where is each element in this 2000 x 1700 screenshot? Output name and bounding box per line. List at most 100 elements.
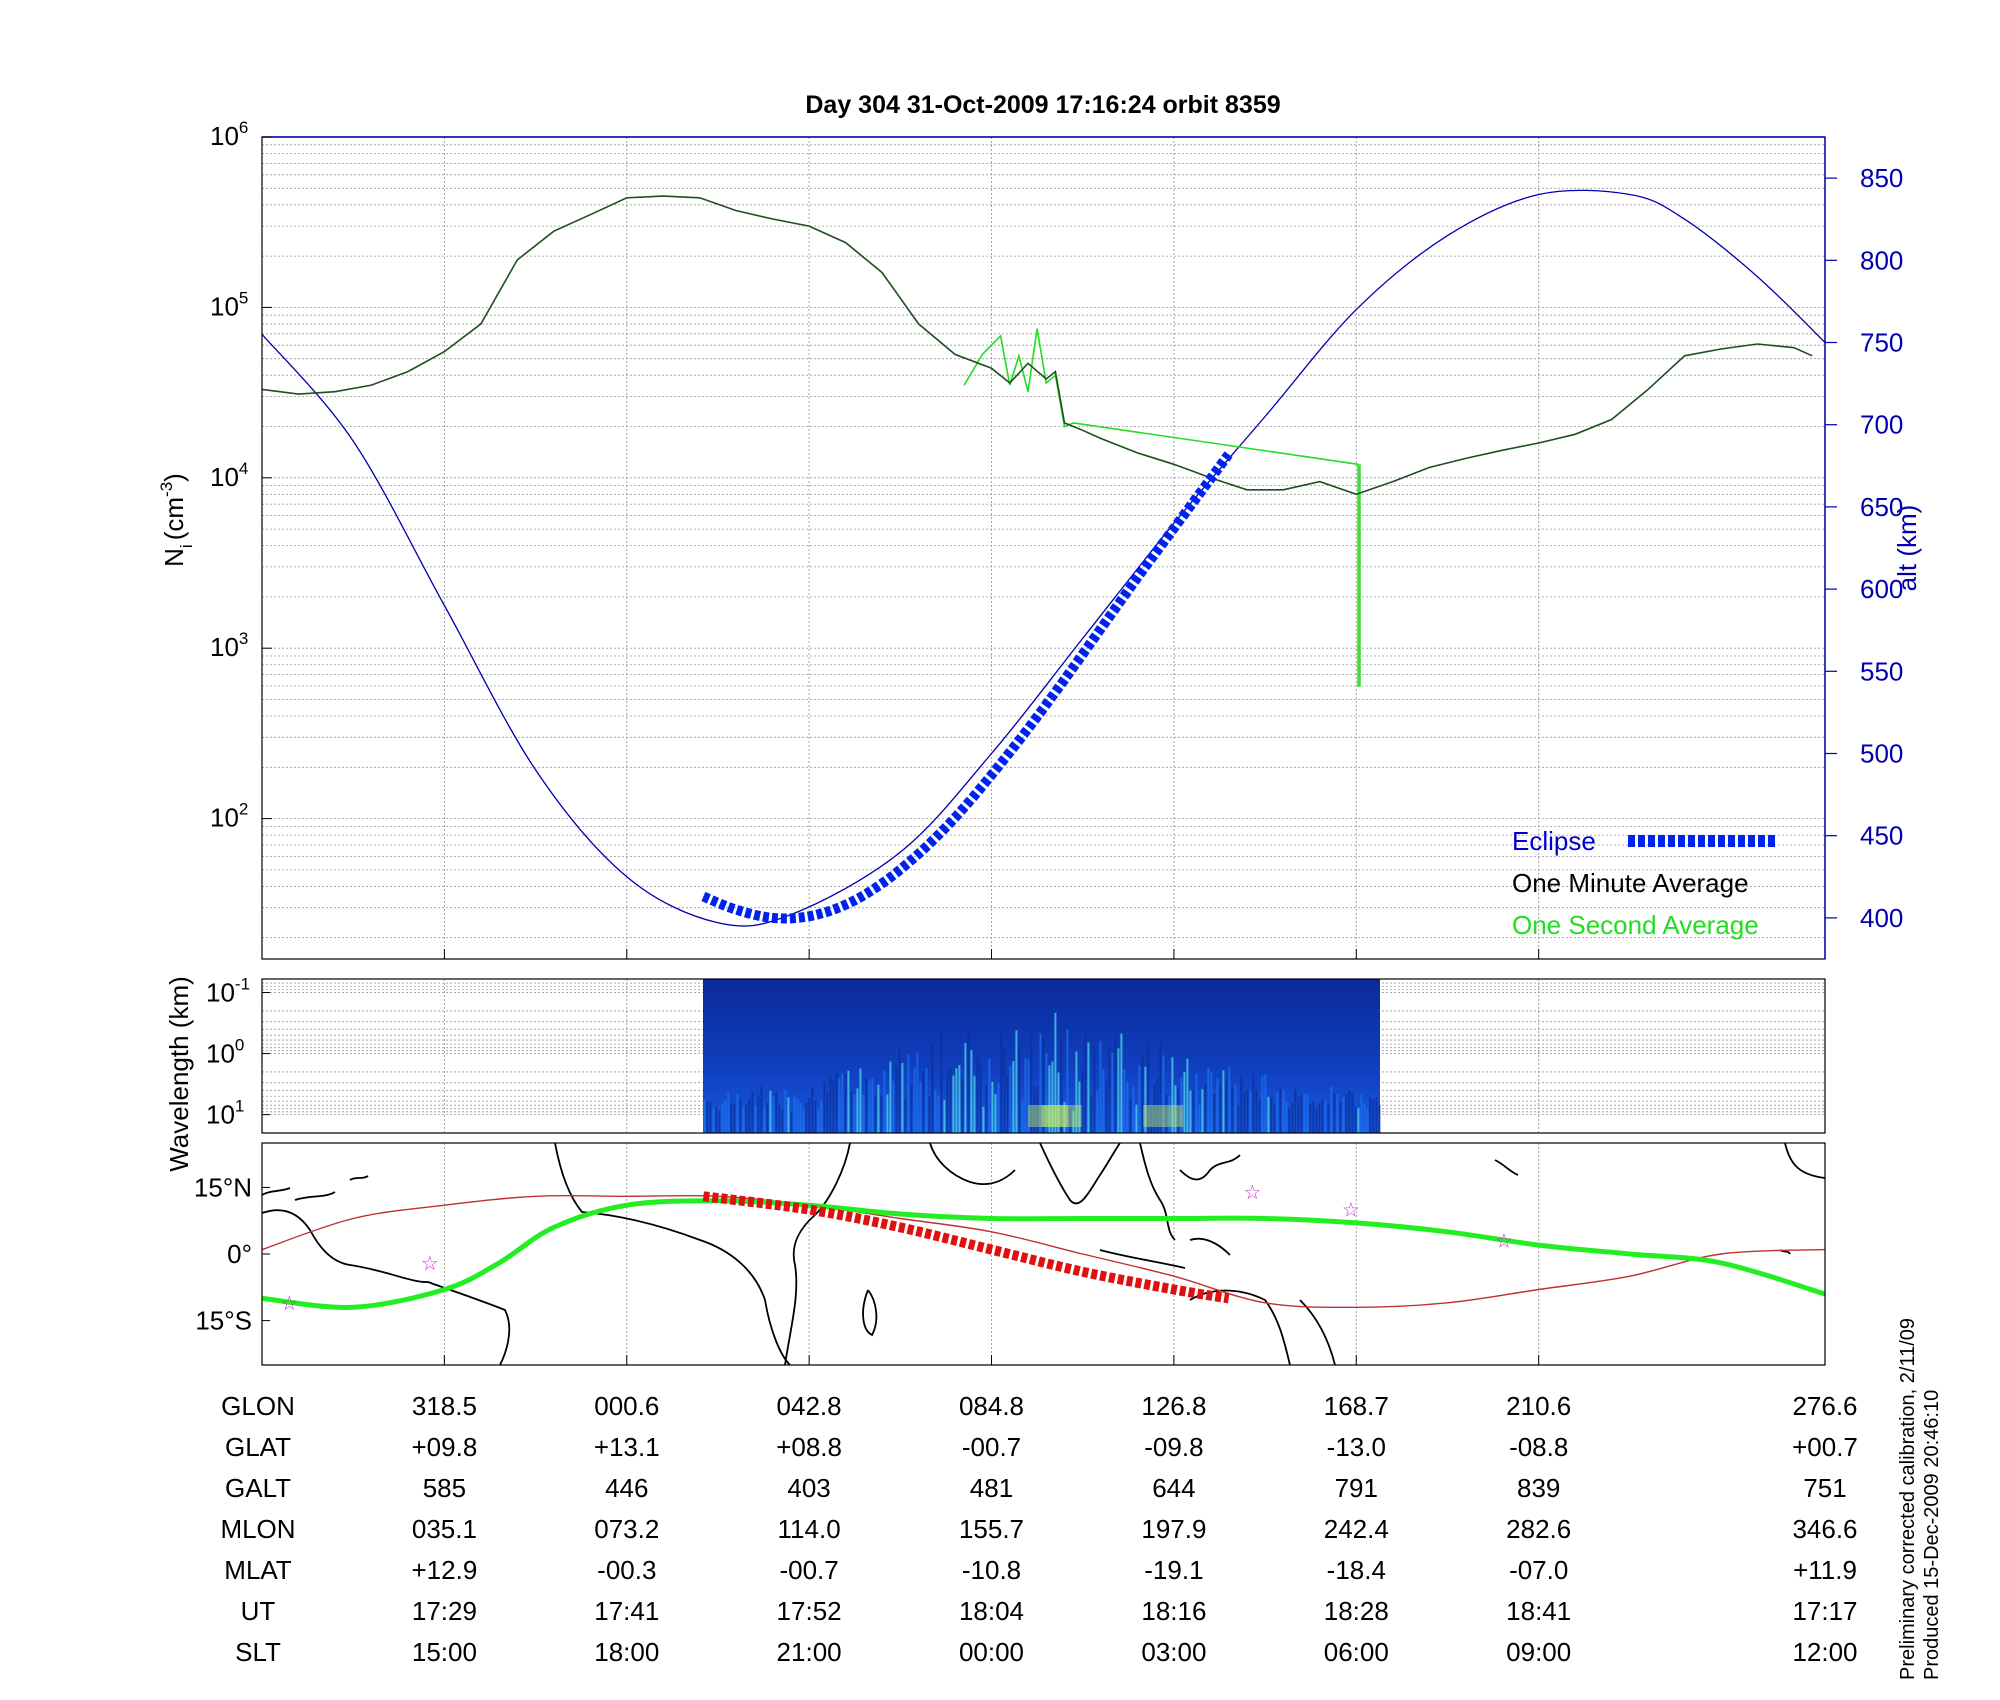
ephemeris-cell: 18:00 <box>594 1637 659 1667</box>
spectrogram-streak <box>760 1086 763 1133</box>
ephemeris-row-label: GALT <box>225 1473 291 1503</box>
spectrogram-streak <box>1243 1092 1246 1133</box>
spectrogram-streak <box>1003 1047 1006 1133</box>
spectrogram-streak <box>748 1098 751 1133</box>
spectrogram-streak <box>1348 1090 1351 1133</box>
y-tick-label: 104 <box>210 459 248 492</box>
ephemeris-cell: +09.8 <box>412 1432 478 1462</box>
spectrogram-hotspot <box>1143 1105 1184 1127</box>
spectrogram-streak <box>868 1081 871 1133</box>
ephemeris-cell: 18:04 <box>959 1596 1024 1626</box>
spectrogram-streak <box>952 1075 955 1133</box>
y-tick-label: 105 <box>210 288 248 321</box>
ephemeris-row-label: MLAT <box>224 1555 292 1585</box>
right-y-tick-label: 850 <box>1860 163 1903 193</box>
spectrogram-streak <box>970 1050 973 1133</box>
spectrogram-streak <box>811 1087 814 1133</box>
spectrogram-streak <box>988 1058 991 1133</box>
ephemeris-cell: 15:00 <box>412 1637 477 1667</box>
ephemeris-cell: 06:00 <box>1324 1637 1389 1667</box>
one-second-average-line <box>963 328 1361 687</box>
ephemeris-cell: 17:41 <box>594 1596 659 1626</box>
ephemeris-cell: 751 <box>1803 1473 1846 1503</box>
spectrogram-streak <box>1168 1096 1171 1133</box>
spectrogram-streak <box>1018 1046 1021 1133</box>
spectrogram-streak <box>724 1099 727 1133</box>
spectrogram-streak <box>1090 1095 1093 1133</box>
spectrogram-streak <box>1054 1012 1057 1133</box>
ephemeris-cell: +00.7 <box>1792 1432 1858 1462</box>
spectrogram-streak <box>1252 1074 1255 1133</box>
spectrogram-streak <box>715 1106 718 1133</box>
spectrogram-streak <box>877 1084 880 1133</box>
spectrogram-streak <box>1036 1086 1039 1133</box>
spectrogram-streak <box>805 1103 808 1133</box>
spectrogram-streak <box>1144 1066 1147 1133</box>
spectrogram-streak <box>1192 1089 1195 1133</box>
ephemeris-cell: -18.4 <box>1327 1555 1386 1585</box>
spectrogram-y-label: Wavelength (km) <box>164 976 194 1172</box>
ephemeris-cell: -19.1 <box>1144 1555 1203 1585</box>
ephemeris-cell: 035.1 <box>412 1514 477 1544</box>
spectrogram-streak <box>1015 1030 1018 1133</box>
coastline-madagascar <box>862 1289 878 1337</box>
legend-eclipse-label: Eclipse <box>1512 826 1596 856</box>
spectrogram-streak <box>961 1081 964 1133</box>
footer-calibration-note: Preliminary corrected calibration, 2/11/… <box>1897 1318 1919 1680</box>
spectrogram-streak <box>1201 1089 1204 1133</box>
spectrogram-streak <box>1027 1059 1030 1133</box>
spectrogram-streak <box>1240 1076 1243 1133</box>
spectrogram-panel: 10-1 100 101 Wavelength (km) <box>164 975 1826 1172</box>
star-marker: ☆ <box>1495 1231 1513 1253</box>
spectrogram-streak <box>943 1100 946 1133</box>
spectrogram-streak <box>1045 1053 1048 1133</box>
spectrogram-streak <box>1174 1085 1177 1133</box>
coastline-arabia-india <box>929 1143 1121 1205</box>
spectrogram-streak <box>1357 1107 1360 1133</box>
ephemeris-cell: 042.8 <box>777 1391 842 1421</box>
footer-produced-timestamp: Produced 15-Dec-2009 20:46:10 <box>1921 1390 1943 1680</box>
spectrogram-streak <box>1033 1086 1036 1133</box>
ephemeris-cell: -13.0 <box>1327 1432 1386 1462</box>
ephemeris-cell: 12:00 <box>1792 1637 1857 1667</box>
spectrogram-streak <box>1366 1108 1369 1133</box>
spectrogram-streak <box>790 1111 793 1133</box>
spectrogram-hotspot <box>1028 1105 1069 1127</box>
spectrogram-streak <box>1288 1108 1291 1133</box>
spectrogram-streak <box>1075 1051 1078 1133</box>
spectrogram-streak <box>1360 1094 1363 1133</box>
right-y-tick-label: 550 <box>1860 656 1903 686</box>
spectrogram-streak <box>1177 1089 1180 1133</box>
right-y-tick-label: 450 <box>1860 821 1903 851</box>
spectrogram-streak <box>1129 1098 1132 1133</box>
spectrogram-streak <box>703 1100 706 1133</box>
ephemeris-cell: 000.6 <box>594 1391 659 1421</box>
ephemeris-cell: 168.7 <box>1324 1391 1389 1421</box>
ephemeris-cell: +11.9 <box>1793 1555 1857 1585</box>
y-tick-label: 102 <box>210 800 248 833</box>
spectrogram-frame <box>261 978 1826 1134</box>
spectrogram-streak <box>778 1104 781 1133</box>
spectrogram-streak <box>1195 1073 1198 1133</box>
spectrogram-streak <box>1330 1087 1333 1133</box>
spectrogram-streak <box>1162 1055 1165 1133</box>
spectrogram-streak <box>1261 1076 1264 1133</box>
spectrogram-streak <box>820 1100 823 1133</box>
right-axis-ticks: 400 450 500 550 600 650 700 750 800 850 <box>1825 163 1903 933</box>
spectrogram-streak <box>1135 1104 1138 1133</box>
ephemeris-table: GLON GLAT GALT MLON MLAT UT SLT 318.5 +09.8 585 03… <box>220 1391 1857 1667</box>
spectrogram-streak <box>895 1066 898 1133</box>
coastline-americas <box>262 1209 511 1365</box>
spectrogram-streak <box>1099 1040 1102 1133</box>
spectrogram-streak <box>1291 1102 1294 1133</box>
ephemeris-cell: 18:28 <box>1324 1596 1389 1626</box>
spectrogram-streak <box>826 1092 829 1133</box>
spectrogram-streak <box>775 1091 778 1133</box>
top-grid <box>262 144 1825 939</box>
map-frame <box>261 1142 1826 1366</box>
spectrogram-streak <box>1216 1078 1219 1133</box>
spectrogram-streak <box>781 1108 784 1133</box>
spectrogram-streak <box>859 1068 862 1133</box>
right-axis-label: alt (km) <box>1892 505 1922 592</box>
spectrogram-streak <box>991 1081 994 1133</box>
